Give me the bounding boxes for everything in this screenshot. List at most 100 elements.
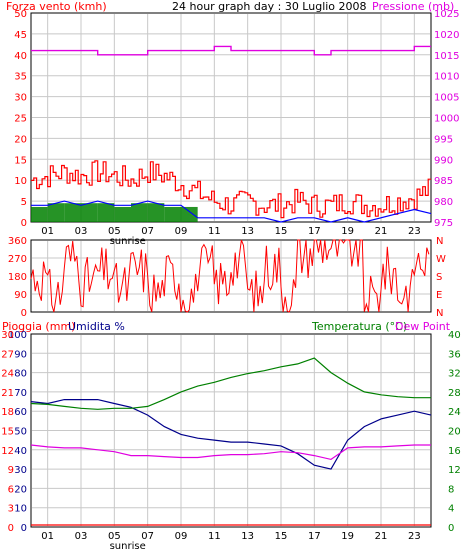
rain-tick-label: 30	[1, 330, 14, 341]
wind-gust-bar	[97, 203, 115, 222]
x-tick-label: 15	[275, 531, 288, 542]
direction-tick-label: 360	[8, 236, 27, 247]
pressure-tick-label: 1000	[434, 114, 459, 125]
wind-gust-bar	[31, 206, 48, 222]
temperature-tick-label: 8	[448, 484, 454, 495]
rain-tick-label: 18	[1, 407, 14, 418]
wind-tick-label: 25	[14, 114, 27, 125]
humidity-tick-label: 10	[14, 504, 27, 515]
wind-gust-bar	[131, 203, 148, 222]
temperature-tick-label: 16	[448, 446, 461, 457]
direction-tick-label: 270	[8, 254, 27, 265]
wind-tick-label: 40	[14, 51, 27, 62]
temperature-axis-title: Temperatura (°C)	[311, 320, 407, 333]
humidity-tick-label: 80	[14, 369, 27, 380]
wind-tick-label: 15	[14, 155, 27, 166]
chart-title: 24 hour graph day : 30 Luglio 2008	[172, 0, 367, 13]
x-tick-label: 21	[375, 531, 388, 542]
temperature-line	[30, 357, 431, 410]
temperature-tick-label: 0	[448, 523, 454, 534]
wind-tick-label: 45	[14, 30, 27, 41]
x-tick-label: 05	[108, 531, 121, 542]
pressure-axis-title: Pressione (mb)	[372, 0, 454, 13]
pressure-tick-label: 995	[434, 134, 453, 145]
x-tick-label: 05	[108, 226, 121, 237]
x-tick-label: 17	[308, 531, 321, 542]
dew-point-line	[30, 444, 431, 461]
temperature-tick-label: 12	[448, 465, 461, 476]
pressure-tick-label: 1005	[434, 93, 459, 104]
humidity-tick-label: 90	[14, 349, 27, 360]
wind-tick-label: 30	[14, 93, 27, 104]
wind-tick-label: 5	[21, 197, 27, 208]
pressure-tick-label: 1010	[434, 72, 459, 83]
x-tick-label: 19	[341, 531, 354, 542]
temperature-tick-label: 28	[448, 388, 461, 399]
temperature-tick-label: 32	[448, 369, 461, 380]
x-tick-label: 03	[75, 531, 88, 542]
rain-tick-label: 21	[1, 388, 14, 399]
humidity-axis-title: Umidita %	[68, 320, 125, 333]
x-tick-label: 23	[408, 531, 421, 542]
humidity-line	[30, 399, 432, 470]
temperature-tick-label: 40	[448, 330, 461, 341]
rain-tick-label: 12	[1, 446, 14, 457]
pressure-tick-label: 1015	[434, 51, 459, 62]
wind-gust-bar	[164, 206, 181, 222]
compass-tick-label: N	[436, 308, 443, 319]
x-tick-label: 11	[208, 531, 221, 542]
wind-tick-label: 0	[21, 218, 27, 229]
wind-direction-line	[30, 239, 430, 313]
compass-tick-label: S	[436, 272, 442, 283]
humidity-tick-label: 30	[14, 465, 27, 476]
pressure-tick-label: 1025	[434, 9, 459, 20]
sunrise-label: sunrise	[110, 236, 146, 247]
wind-tick-label: 20	[14, 134, 27, 145]
wind-gust-bar	[114, 206, 131, 222]
pressure-line	[31, 45, 431, 56]
dew-point-axis-title: Dew Point	[395, 320, 451, 333]
rain-tick-label: 3	[8, 504, 14, 515]
direction-tick-label: 0	[21, 308, 27, 319]
sunrise-label: sunrise	[110, 541, 146, 552]
humidity-tick-label: 0	[21, 523, 27, 534]
humidity-tick-label: 70	[14, 388, 27, 399]
temperature-tick-label: 36	[448, 349, 461, 360]
humidity-tick-label: 40	[14, 446, 27, 457]
x-tick-label: 13	[241, 226, 254, 237]
wind-speed-line	[31, 160, 431, 219]
wind-tick-label: 50	[14, 9, 27, 20]
compass-tick-label: N	[436, 236, 443, 247]
humidity-tick-label: 100	[8, 330, 27, 341]
wind-gust-bar	[147, 203, 165, 222]
humidity-tick-label: 20	[14, 484, 27, 495]
x-tick-label: 09	[175, 531, 188, 542]
direction-tick-label: 180	[8, 272, 27, 283]
rain-tick-label: 15	[1, 427, 14, 438]
x-tick-label: 09	[175, 226, 188, 237]
x-tick-label: 07	[141, 226, 154, 237]
temperature-tick-label: 4	[448, 504, 454, 515]
x-tick-label: 13	[241, 531, 254, 542]
pressure-tick-label: 990	[434, 155, 453, 166]
humidity-tick-label: 50	[14, 427, 27, 438]
rain-tick-label: 9	[8, 465, 14, 476]
rain-tick-label: 0	[8, 523, 14, 534]
x-tick-label: 17	[308, 226, 321, 237]
pressure-tick-label: 980	[434, 197, 453, 208]
pressure-tick-label: 1020	[434, 30, 459, 41]
x-tick-label: 11	[208, 226, 221, 237]
x-tick-label: 19	[341, 226, 354, 237]
wind-gust-bar	[64, 203, 81, 222]
x-tick-label: 07	[141, 531, 154, 542]
pressure-tick-label: 975	[434, 218, 453, 229]
wind-average-line	[31, 200, 432, 223]
wind-tick-label: 35	[14, 72, 27, 83]
wind-gust-bar	[81, 203, 98, 222]
rain-axis-title: Pioggia (mm)	[2, 320, 75, 333]
x-tick-label: 01	[41, 531, 54, 542]
humidity-tick-label: 60	[14, 407, 27, 418]
compass-tick-label: W	[436, 254, 446, 265]
